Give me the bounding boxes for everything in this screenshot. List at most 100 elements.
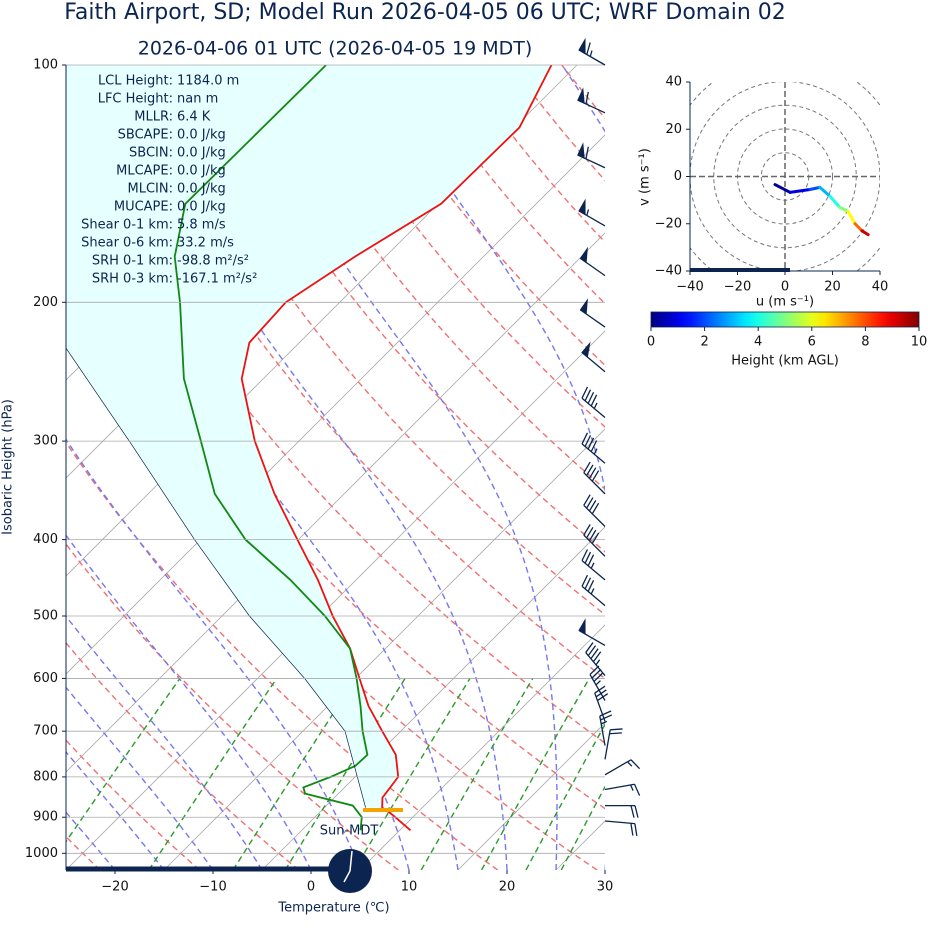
hodo-y-tick-label: 20 [665, 122, 682, 137]
wind-barb [605, 804, 639, 818]
stat-value: nan m [177, 92, 218, 107]
dry-adiabat [408, 65, 605, 305]
x-tick-label: 30 [597, 880, 614, 895]
moist-adiabat [66, 811, 116, 870]
stat-value: -98.8 m²/s² [177, 254, 249, 269]
moist-adiabat [561, 65, 605, 133]
dry-adiabat [104, 65, 605, 680]
stat-value: 6.4 K [177, 110, 211, 125]
wind-barb-flag [581, 341, 591, 358]
isotherm [66, 232, 605, 773]
stat-label: MLCAPE: [116, 164, 173, 179]
colorbar-tick-label: 4 [754, 335, 762, 350]
stat-value: 0.0 J/kg [177, 128, 226, 143]
dry-adiabat [765, 65, 928, 870]
stat-value: 0.0 J/kg [177, 182, 226, 197]
y-tick-label: 1000 [25, 846, 58, 861]
y-tick-label: 900 [33, 810, 58, 825]
wind-barb [604, 759, 641, 776]
mixing-ratio-line [420, 678, 534, 870]
hodograph: −40 −20 0 20 40 −40 −20 0 20 40 0 2 4 6 8 10 [647, 75, 928, 350]
hodo-segment [788, 187, 812, 194]
wind-barb [583, 494, 606, 527]
moist-adiabat [66, 750, 165, 870]
stat-label: SBCIN: [129, 146, 173, 161]
wind-barb-flag [577, 87, 585, 104]
y-axis-label: Isobaric Height (hPa) [1, 399, 16, 535]
x-tick-label: 0 [307, 880, 315, 895]
colorbar-tick-label: 10 [911, 335, 928, 350]
dry-adiabat [205, 65, 605, 553]
wind-barb-flag [578, 37, 586, 55]
wind-barb [581, 432, 606, 464]
y-tick-label: 300 [33, 434, 58, 449]
stat-value: 1184.0 m [177, 74, 239, 89]
moist-adiabat [116, 65, 508, 870]
moist-adiabat [66, 686, 214, 870]
hodo-y-tick-label: 0 [674, 169, 682, 184]
stat-label: SRH 0-3 km: [92, 272, 173, 287]
hodo-segment [846, 209, 857, 226]
y-tick-label: 600 [33, 671, 58, 686]
wind-barb [594, 685, 609, 722]
moist-adiabat [226, 65, 558, 870]
stat-label: MUCAPE: [114, 200, 173, 215]
wind-barb [581, 574, 606, 607]
subtitle: 2026-04-06 01 UTC (2026-04-05 19 MDT) [138, 38, 533, 60]
mixing-ratio-line [232, 678, 357, 870]
mixing-ratio-line [148, 678, 278, 870]
dry-adiabat [154, 65, 605, 616]
x-tick-label: 10 [401, 880, 418, 895]
y-tick-label: 800 [33, 769, 58, 784]
hodo-segment [808, 185, 822, 191]
isotherm [457, 722, 605, 870]
y-tick-label: 100 [33, 58, 58, 73]
hodo-segment [828, 194, 842, 209]
hodo-y-tick-label: −40 [655, 264, 682, 279]
wind-barb [583, 524, 606, 557]
hodo-y-label: v (m s⁻¹) [638, 148, 653, 206]
mixing-ratio-line [616, 678, 715, 870]
stat-value: 0.0 J/kg [177, 200, 226, 215]
dewpoint-line [173, 65, 369, 831]
hodo-x-tick-label: 20 [824, 280, 841, 295]
stat-value: 0.0 J/kg [177, 164, 226, 179]
stat-label: LCL Height: [98, 74, 173, 89]
temperature-line [240, 65, 553, 831]
mixing-ratio-line [560, 785, 605, 870]
hodo-segment [853, 222, 864, 233]
dry-adiabat [459, 65, 605, 244]
stat-label: MLCIN: [128, 182, 173, 197]
x-axis-label: Temperature (℃) [277, 901, 389, 916]
stat-label: LFC Height: [98, 92, 173, 107]
hodo-segment [773, 183, 792, 194]
mixing-ratio-line [480, 678, 590, 870]
dry-adiabat [612, 65, 928, 870]
hodo-x-tick-label: 0 [781, 280, 789, 295]
y-tick-label: 400 [33, 532, 58, 547]
moist-adiabat [703, 65, 810, 870]
isotherm [261, 526, 605, 870]
dry-adiabat [663, 65, 928, 870]
title: Faith Airport, SD; Model Run 2026-04-05 … [64, 0, 786, 25]
moist-adiabat [66, 534, 312, 870]
wind-barb [604, 820, 638, 836]
wind-barb [581, 549, 606, 581]
wind-barb [599, 710, 613, 746]
y-tick-label: 500 [33, 608, 58, 623]
colorbar-tick-label: 0 [647, 335, 655, 350]
colorbar-tick-label: 2 [700, 335, 708, 350]
hodo-segment [860, 229, 870, 237]
stat-value: 0.0 J/kg [177, 146, 226, 161]
dry-adiabat [714, 65, 928, 870]
dry-adiabat [510, 65, 605, 182]
x-tick-label: −10 [199, 880, 226, 895]
isotherm [66, 134, 605, 675]
isotherm [163, 428, 605, 870]
wind-barb-flag [578, 618, 586, 635]
wind-barb-flag [579, 246, 588, 264]
wind-barb [583, 461, 606, 495]
dry-adiabat [307, 65, 605, 428]
profiles [66, 65, 553, 831]
